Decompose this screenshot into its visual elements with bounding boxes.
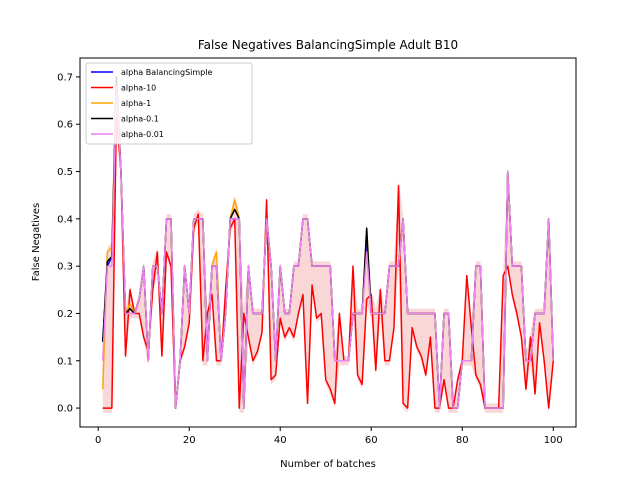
legend-label-2: alpha-1 — [121, 99, 151, 108]
x-tick-label: 0 — [95, 435, 101, 446]
legend-label-3: alpha-0.1 — [121, 115, 159, 124]
y-tick-label: 0.0 — [57, 404, 73, 415]
legend-label-0: alpha BalancingSimple — [121, 68, 212, 77]
y-tick-label: 0.7 — [57, 72, 73, 83]
x-tick-label: 100 — [544, 435, 563, 446]
x-axis-title: Number of batches — [280, 459, 376, 470]
y-tick-label: 0.4 — [57, 214, 73, 225]
x-axis: 0 20 40 60 80 100 — [95, 427, 563, 446]
x-tick-label: 20 — [183, 435, 196, 446]
y-tick-label: 0.2 — [57, 309, 73, 320]
y-tick-label: 0.6 — [57, 120, 73, 131]
chart-title: False Negatives BalancingSimple Adult B1… — [198, 38, 458, 52]
plot-frame — [79, 57, 577, 428]
legend-label-1: alpha-10 — [121, 84, 156, 93]
y-axis: 0.0 0.1 0.2 0.3 0.4 0.5 0.6 0.7 — [57, 72, 80, 415]
x-tick-label: 80 — [456, 435, 469, 446]
x-tick-label: 40 — [274, 435, 287, 446]
legend-box — [85, 62, 253, 145]
series-layer — [102, 76, 554, 409]
legend: alpha BalancingSimple alpha-10 alpha-1 alph… — [85, 62, 253, 145]
y-tick-label: 0.1 — [57, 356, 73, 367]
series-line-4 — [102, 85, 554, 409]
confidence-band-layer — [102, 72, 554, 413]
y-tick-label: 0.5 — [57, 167, 73, 178]
legend-label-4: alpha-0.01 — [121, 130, 164, 139]
x-tick-label: 60 — [365, 435, 378, 446]
y-axis-title: False Negatives — [31, 203, 42, 281]
confidence-band — [102, 72, 554, 413]
y-tick-label: 0.3 — [57, 262, 73, 273]
